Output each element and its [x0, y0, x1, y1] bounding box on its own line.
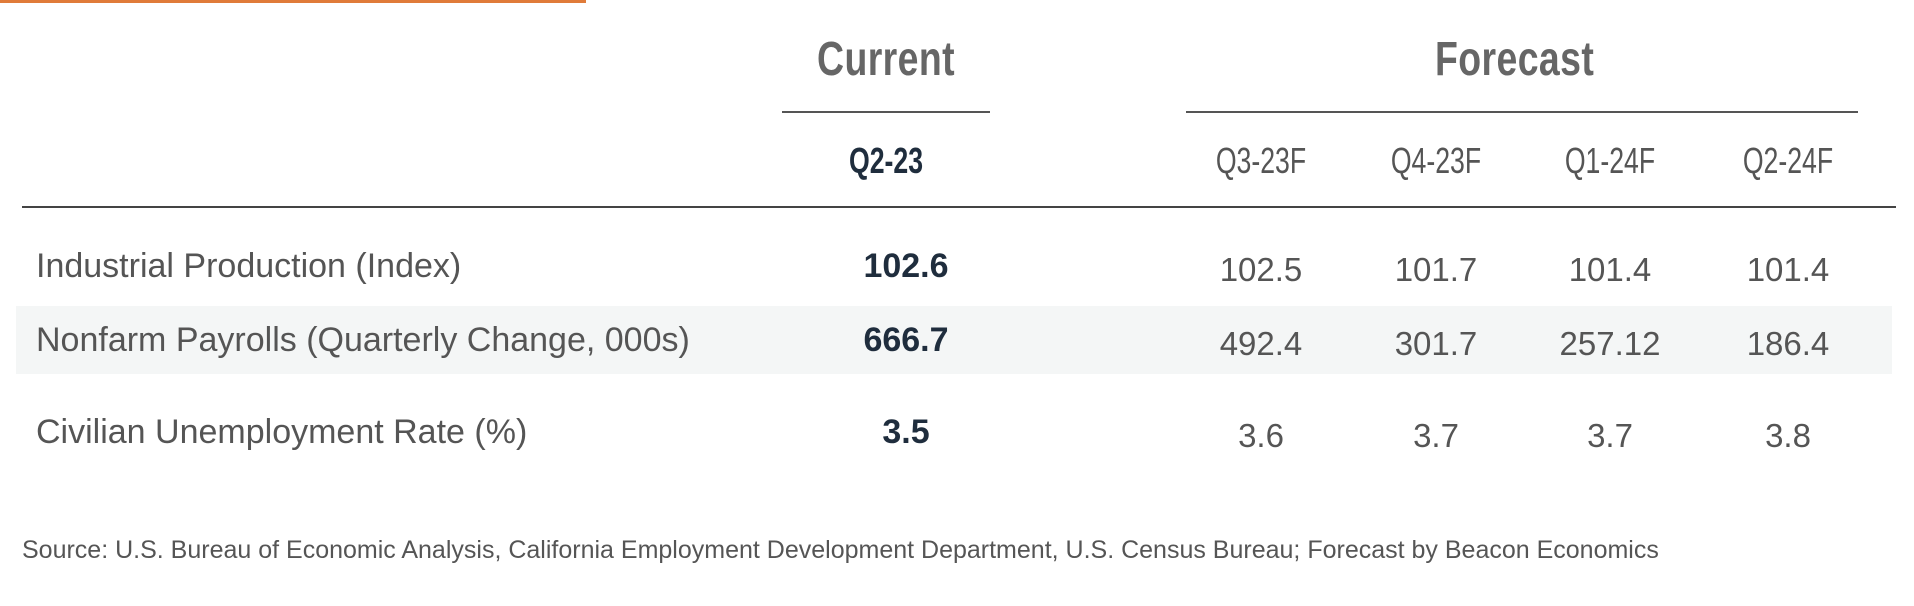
value-forecast: 3.7 [1587, 417, 1633, 454]
value-forecast: 3.8 [1765, 417, 1811, 454]
value-forecast: 102.5 [1219, 251, 1303, 288]
accent-bar [0, 0, 586, 3]
column-header-q3-23f: Q3-23F [1215, 140, 1307, 181]
value-forecast: 3.6 [1238, 417, 1284, 454]
value-current: 3.5 [882, 413, 930, 451]
column-header-q4-23f: Q4-23F [1390, 140, 1482, 181]
header-rule [22, 206, 1896, 208]
row-label: Nonfarm Payrolls (Quarterly Change, 000s… [36, 321, 690, 359]
value-forecast: 101.4 [1746, 251, 1830, 288]
value-current: 102.6 [863, 247, 949, 285]
group-rule-current [782, 111, 990, 113]
source-note: Source: U.S. Bureau of Economic Analysis… [22, 536, 1659, 564]
value-forecast: 3.7 [1413, 417, 1459, 454]
row-label: Industrial Production (Index) [36, 247, 462, 285]
column-header-q2-24f: Q2-24F [1742, 140, 1834, 181]
value-forecast: 101.7 [1394, 251, 1478, 288]
table-row: Nonfarm Payrolls (Quarterly Change, 000s… [16, 306, 1892, 374]
column-header-q1-24f: Q1-24F [1564, 140, 1656, 181]
group-header-current: Current [817, 33, 955, 86]
value-forecast: 101.4 [1568, 251, 1652, 288]
value-forecast: 186.4 [1746, 325, 1830, 362]
value-forecast: 492.4 [1219, 325, 1303, 362]
value-current: 666.7 [863, 321, 949, 359]
value-forecast: 301.7 [1394, 325, 1478, 362]
table-row: Civilian Unemployment Rate (%) 3.5 3.6 3… [16, 398, 1892, 466]
value-forecast: 257.12 [1559, 325, 1661, 362]
group-header-forecast: Forecast [1435, 33, 1595, 86]
table-row: Industrial Production (Index) 102.6 102.… [16, 232, 1892, 300]
group-rule-forecast [1186, 111, 1858, 113]
row-label: Civilian Unemployment Rate (%) [36, 413, 528, 451]
column-header-q2-23: Q2-23 [848, 140, 924, 181]
